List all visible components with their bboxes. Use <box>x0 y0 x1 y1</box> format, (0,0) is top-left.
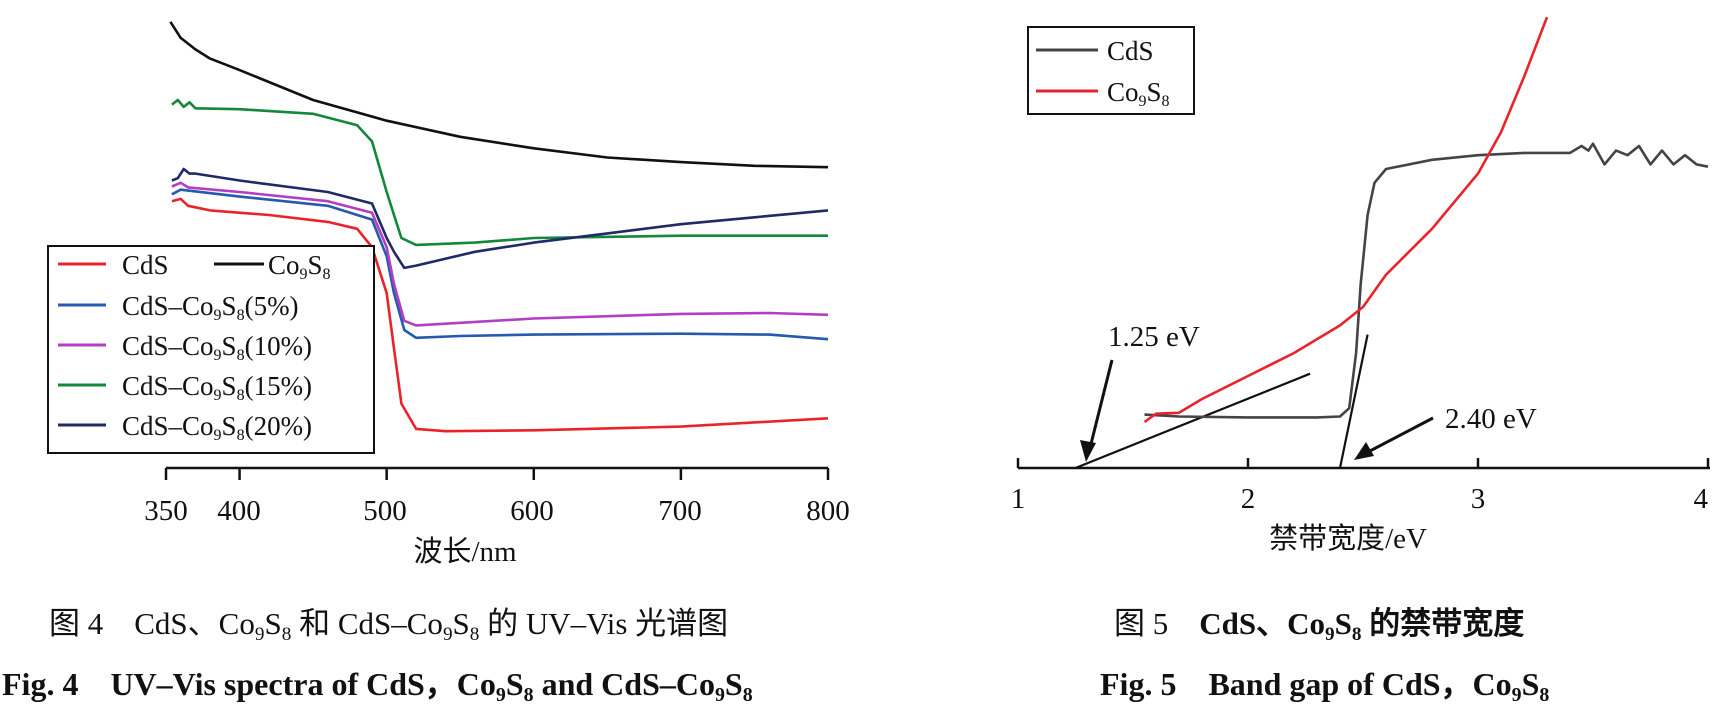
figure-4-caption-cn: 图 4 CdS、Co9S8 和 CdS–Co9S8 的 UV–Vis 光谱图 <box>49 606 729 645</box>
uv-vis-chart: 350 400 500 600 700 800 波长/nm CdS Co9S8 … <box>47 21 850 568</box>
uv-vis-tick-label: 400 <box>217 495 261 527</box>
band-gap-legend-box <box>1027 26 1195 115</box>
annotation-arrow-1 <box>1088 359 1114 449</box>
uv-vis-plot-area <box>169 21 829 433</box>
legend-label-15pct: CdS–Co9S8(15%) <box>122 371 312 404</box>
figure-4-caption-en: Fig. 4 UV–Vis spectra of CdS，Co9S8 and C… <box>2 666 753 706</box>
legend-label-co9s8: Co9S8 <box>268 250 331 283</box>
uv-vis-x-ticks <box>164 468 830 480</box>
band-gap-tick-label: 3 <box>1471 483 1486 515</box>
uv-vis-tick-label: 700 <box>658 495 702 527</box>
uv-vis-x-axis-label: 波长/nm <box>413 535 517 568</box>
uv-vis-tick-label: 500 <box>363 495 407 527</box>
series-line-cds-co9s8-15 <box>171 98 828 247</box>
band-gap-annotation-cds: 2.40 eV <box>1445 403 1537 435</box>
annotation-arrowhead-1 <box>1080 440 1096 462</box>
legend-label-20pct: CdS–Co9S8(20%) <box>122 411 312 444</box>
uv-vis-legend-box <box>47 245 375 454</box>
band-gap-x-axis-label: 禁带宽度/eV <box>1269 522 1427 555</box>
uv-vis-tick-label: 600 <box>510 495 554 527</box>
band-gap-tick-label: 2 <box>1241 483 1256 515</box>
band-gap-plot-area <box>1075 16 1709 470</box>
series-line-cds <box>1144 142 1709 419</box>
series-line-cds-co9s8-20 <box>171 167 829 270</box>
legend-label-cds: CdS <box>122 250 169 280</box>
uv-vis-tick-label: 350 <box>144 495 188 527</box>
tangent-fit-line-2 <box>1338 334 1369 469</box>
annotation-arrowhead-2 <box>1354 442 1374 460</box>
legend-label-co9s8: Co9S8 <box>1107 77 1170 110</box>
series-line-cds <box>171 197 829 433</box>
series-line-cds-co9s8-10 <box>171 181 829 327</box>
tangent-fit-line-1 <box>1075 372 1311 470</box>
series-line-co9s8 <box>169 21 829 169</box>
band-gap-tick-label: 1 <box>1011 483 1026 515</box>
uv-vis-tick-label: 800 <box>806 495 850 527</box>
series-line-cds-co9s8-5 <box>171 188 829 341</box>
legend-label-5pct: CdS–Co9S8(5%) <box>122 291 299 324</box>
band-gap-x-ticks <box>1016 458 1710 468</box>
annotation-arrow-2 <box>1367 416 1434 454</box>
series-line-co9s8 <box>1143 16 1549 424</box>
figure-5-caption-en: Fig. 5 Band gap of CdS，Co9S8 <box>1100 666 1550 706</box>
band-gap-tick-label: 4 <box>1694 483 1709 515</box>
band-gap-legend: CdS Co9S8 <box>1027 26 1195 115</box>
band-gap-annotation-co9s8: 1.25 eV <box>1108 321 1200 353</box>
uv-vis-legend: CdS Co9S8 CdS–Co9S8(5%) CdS–Co9S8(10%) C… <box>47 245 375 454</box>
band-gap-chart: 1 2 3 4 禁带宽度/eV 1.25 eV 2.40 eV CdS Co9S… <box>1011 16 1710 555</box>
legend-label-cds: CdS <box>1107 36 1154 66</box>
figure-5-caption-cn: 图 5 CdS、Co9S8 的禁带宽度 <box>1114 606 1525 645</box>
legend-label-10pct: CdS–Co9S8(10%) <box>122 331 312 364</box>
